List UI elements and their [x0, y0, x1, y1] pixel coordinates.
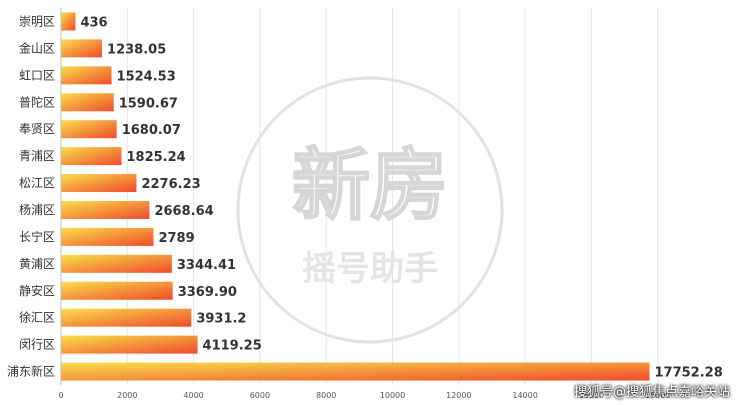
category-label: 青浦区 [19, 149, 55, 163]
x-tick-label: 4000 [183, 391, 203, 400]
category-label: 徐汇区 [19, 310, 55, 325]
category-label: 金山区 [19, 40, 55, 55]
x-tick-label: 8000 [316, 391, 336, 400]
bar [61, 12, 76, 31]
watermark-sub-text: 摇号助手 [302, 249, 438, 289]
category-label: 静安区 [19, 283, 55, 298]
x-tick-label: 14000 [512, 391, 537, 400]
value-label: 4119.25 [203, 339, 262, 354]
bar [61, 335, 198, 354]
watermark-circle [236, 76, 504, 344]
bar [61, 254, 172, 273]
watermark: 新房 摇号助手 [236, 76, 504, 344]
value-label: 2789 [158, 231, 194, 246]
x-tick-labels: 0 2000 4000 6000 8000 10000 12000 14000 16000 180… [58, 391, 670, 400]
category-label: 松江区 [19, 176, 55, 190]
value-label: 3931.2 [196, 312, 246, 327]
value-label: 436 [80, 15, 107, 30]
category-label: 浦东新区 [7, 364, 55, 379]
value-label: 2276.23 [141, 177, 200, 192]
x-tick-label: 2000 [117, 391, 137, 400]
bar [61, 147, 122, 166]
category-label: 普陀区 [19, 94, 55, 109]
value-label: 2668.64 [154, 204, 213, 219]
bar [61, 120, 117, 139]
bars-group [61, 12, 650, 381]
watermark-main-text: 新房 [292, 141, 448, 231]
grid-lines [126, 8, 659, 385]
bar [61, 281, 173, 300]
x-tick-label: 16000 [579, 391, 604, 400]
value-label: 3369.90 [178, 285, 237, 300]
bar [61, 308, 192, 327]
bar [61, 93, 114, 112]
value-label: 1680.07 [122, 123, 181, 138]
bar [61, 66, 112, 85]
bar [61, 174, 137, 193]
value-label: 17752.28 [654, 366, 722, 381]
x-tick-label: 10000 [380, 391, 405, 400]
value-label: 1590.67 [119, 96, 178, 111]
x-tick-label: 18000 [645, 391, 670, 400]
category-label: 奉贤区 [19, 122, 55, 136]
category-label: 虹口区 [19, 68, 55, 82]
value-label: 1825.24 [127, 150, 186, 165]
category-labels: 崇明区金山区虹口区普陀区奉贤区青浦区松江区杨浦区长宁区黄浦区静安区徐汇区闵行区浦… [7, 14, 55, 378]
category-label: 黄浦区 [19, 257, 55, 271]
bar [61, 200, 150, 219]
x-tick-label: 6000 [250, 391, 270, 400]
value-label: 3344.41 [177, 258, 236, 273]
bar [61, 227, 154, 246]
bar [61, 362, 650, 381]
bar [61, 39, 103, 58]
category-label: 崇明区 [19, 14, 55, 28]
source-credit: 搜狐号@搜狐焦点嘉峪关站 [573, 385, 730, 400]
category-label: 闵行区 [19, 337, 55, 352]
category-label: 杨浦区 [19, 202, 55, 217]
value-label: 1238.05 [107, 42, 166, 57]
category-label: 长宁区 [19, 229, 55, 244]
x-tick-label: 12000 [446, 391, 471, 400]
x-tick-label: 0 [58, 391, 63, 400]
value-label: 1524.53 [117, 69, 176, 84]
